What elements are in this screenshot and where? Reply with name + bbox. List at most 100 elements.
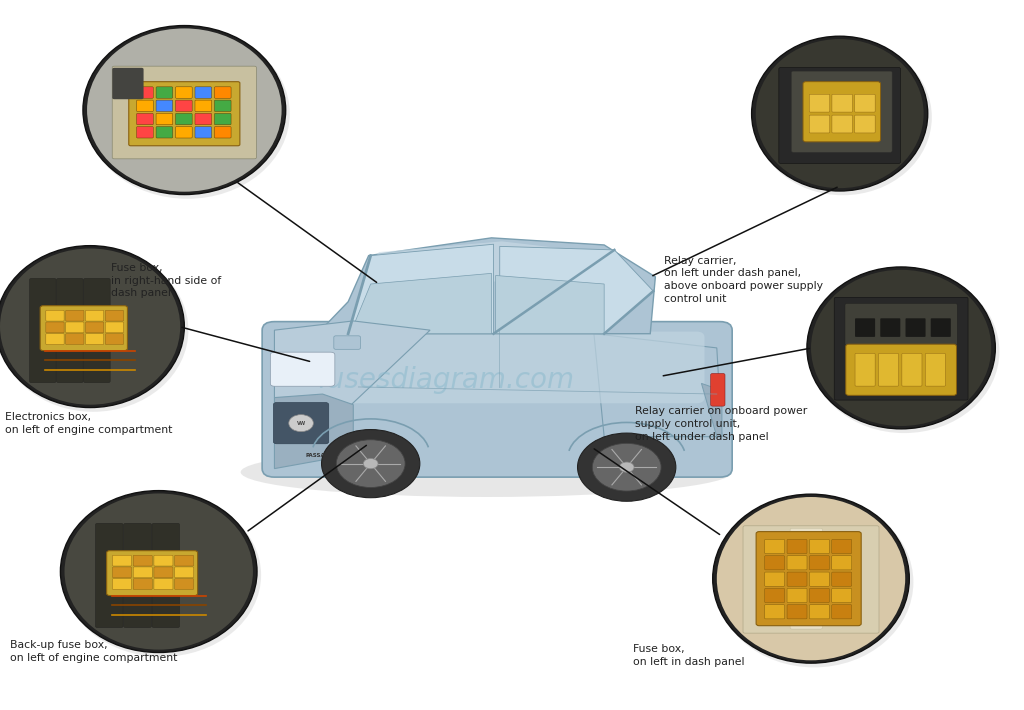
FancyBboxPatch shape — [85, 334, 103, 344]
FancyBboxPatch shape — [809, 605, 829, 619]
FancyBboxPatch shape — [105, 310, 124, 321]
Ellipse shape — [85, 28, 290, 199]
FancyBboxPatch shape — [809, 115, 829, 133]
FancyBboxPatch shape — [787, 589, 807, 603]
FancyBboxPatch shape — [106, 551, 198, 596]
Ellipse shape — [717, 497, 905, 660]
Circle shape — [289, 415, 313, 432]
FancyBboxPatch shape — [156, 100, 173, 111]
FancyBboxPatch shape — [154, 567, 173, 578]
FancyBboxPatch shape — [105, 334, 124, 344]
FancyBboxPatch shape — [156, 87, 173, 98]
FancyBboxPatch shape — [792, 71, 892, 153]
Ellipse shape — [65, 493, 253, 650]
Ellipse shape — [713, 494, 909, 663]
Ellipse shape — [0, 248, 188, 412]
Polygon shape — [274, 394, 353, 469]
FancyBboxPatch shape — [809, 556, 829, 570]
Text: fusesdiagram.com: fusesdiagram.com — [317, 366, 573, 394]
Circle shape — [620, 462, 634, 472]
FancyBboxPatch shape — [855, 354, 876, 386]
FancyBboxPatch shape — [95, 523, 123, 628]
FancyBboxPatch shape — [175, 555, 194, 566]
FancyBboxPatch shape — [787, 572, 807, 586]
FancyBboxPatch shape — [787, 540, 807, 554]
Circle shape — [336, 439, 406, 488]
Ellipse shape — [83, 26, 286, 195]
FancyBboxPatch shape — [926, 354, 945, 386]
FancyBboxPatch shape — [809, 589, 829, 603]
FancyBboxPatch shape — [105, 322, 124, 333]
FancyBboxPatch shape — [831, 572, 852, 586]
FancyBboxPatch shape — [845, 304, 957, 346]
FancyBboxPatch shape — [879, 354, 898, 386]
FancyBboxPatch shape — [855, 318, 876, 337]
FancyBboxPatch shape — [66, 334, 84, 344]
FancyBboxPatch shape — [175, 87, 193, 98]
FancyBboxPatch shape — [84, 278, 111, 383]
FancyBboxPatch shape — [46, 322, 65, 333]
FancyBboxPatch shape — [831, 605, 852, 619]
FancyBboxPatch shape — [855, 115, 876, 133]
FancyBboxPatch shape — [175, 579, 194, 589]
FancyBboxPatch shape — [113, 567, 131, 578]
Circle shape — [592, 443, 662, 491]
Text: Fuse box,
in right-hand side of
dash panel: Fuse box, in right-hand side of dash pan… — [111, 263, 221, 298]
FancyBboxPatch shape — [787, 605, 807, 619]
FancyBboxPatch shape — [881, 318, 900, 337]
FancyBboxPatch shape — [765, 556, 784, 570]
Polygon shape — [500, 246, 653, 334]
FancyBboxPatch shape — [56, 278, 83, 383]
FancyBboxPatch shape — [46, 310, 65, 321]
FancyBboxPatch shape — [136, 114, 154, 125]
FancyBboxPatch shape — [809, 540, 829, 554]
FancyBboxPatch shape — [791, 528, 822, 629]
Ellipse shape — [756, 39, 924, 188]
FancyBboxPatch shape — [113, 579, 131, 589]
FancyBboxPatch shape — [156, 114, 173, 125]
Circle shape — [578, 433, 676, 501]
FancyBboxPatch shape — [902, 354, 922, 386]
FancyBboxPatch shape — [175, 126, 193, 138]
Polygon shape — [348, 244, 494, 334]
Ellipse shape — [0, 248, 180, 405]
FancyBboxPatch shape — [129, 82, 240, 146]
FancyBboxPatch shape — [133, 579, 153, 589]
FancyBboxPatch shape — [40, 306, 127, 351]
FancyBboxPatch shape — [831, 540, 852, 554]
Text: VW: VW — [297, 420, 305, 426]
Ellipse shape — [62, 493, 261, 657]
FancyBboxPatch shape — [905, 318, 926, 337]
FancyBboxPatch shape — [124, 523, 152, 628]
FancyBboxPatch shape — [195, 87, 212, 98]
FancyBboxPatch shape — [136, 87, 154, 98]
FancyBboxPatch shape — [175, 100, 193, 111]
FancyBboxPatch shape — [136, 126, 154, 138]
Ellipse shape — [752, 36, 928, 191]
FancyBboxPatch shape — [273, 403, 329, 444]
FancyBboxPatch shape — [195, 100, 212, 111]
FancyBboxPatch shape — [765, 605, 784, 619]
FancyBboxPatch shape — [809, 572, 829, 586]
FancyBboxPatch shape — [195, 126, 212, 138]
FancyBboxPatch shape — [831, 589, 852, 603]
Ellipse shape — [87, 28, 282, 192]
FancyBboxPatch shape — [214, 126, 231, 138]
Text: Relay carrier on onboard power
supply control unit,
on left under dash panel: Relay carrier on onboard power supply co… — [635, 406, 807, 442]
FancyBboxPatch shape — [66, 310, 84, 321]
FancyBboxPatch shape — [831, 94, 852, 112]
FancyBboxPatch shape — [133, 555, 153, 566]
FancyBboxPatch shape — [787, 556, 807, 570]
FancyBboxPatch shape — [175, 114, 193, 125]
FancyBboxPatch shape — [803, 82, 881, 142]
FancyBboxPatch shape — [765, 572, 784, 586]
FancyBboxPatch shape — [299, 332, 705, 403]
FancyBboxPatch shape — [765, 589, 784, 603]
FancyBboxPatch shape — [756, 532, 861, 626]
FancyBboxPatch shape — [743, 526, 879, 633]
FancyBboxPatch shape — [779, 67, 900, 163]
Circle shape — [322, 430, 420, 498]
Text: PASSAT: PASSAT — [306, 453, 329, 459]
FancyBboxPatch shape — [214, 87, 231, 98]
Polygon shape — [274, 321, 430, 405]
